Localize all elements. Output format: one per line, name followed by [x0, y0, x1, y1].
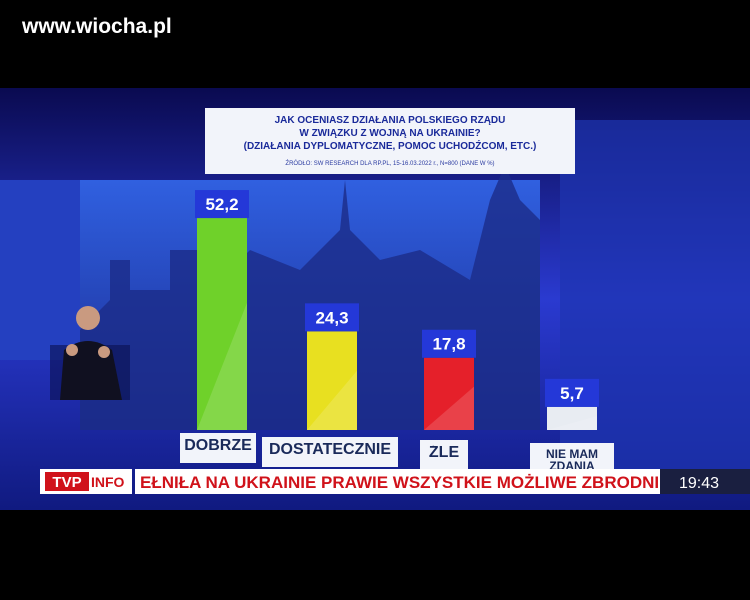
logo-info: INFO: [91, 474, 125, 490]
bar: [547, 406, 597, 430]
category-label: NIE MAM ZDANIA: [546, 448, 598, 473]
title-box: [205, 108, 575, 174]
value-box: [195, 190, 249, 219]
bar-sheen: [424, 386, 474, 430]
side-panel: [0, 180, 80, 360]
category-box: [420, 440, 468, 470]
clock: 19:43: [679, 475, 719, 492]
logo-tvp: TVP: [52, 474, 81, 491]
ticker-clip: EŁNIŁA NA UKRAINIE PRAWIE WSZYSTKIE MOŻL…: [140, 473, 692, 492]
value-label: 52,2: [205, 195, 238, 214]
interpreter: [50, 306, 130, 400]
ticker-text: EŁNIŁA NA UKRAINIE PRAWIE WSZYSTKIE MOŻL…: [140, 473, 692, 492]
bar-sheen: [307, 370, 357, 430]
chart-title: (DZIAŁANIA DYPLOMATYCZNE, POMOC UCHODŹCO…: [244, 139, 537, 152]
category-box: [262, 437, 398, 467]
ticker-band: [135, 469, 660, 494]
bar-sheen: [547, 416, 597, 430]
category-label: DOBRZE: [184, 438, 252, 454]
value-label: 17,8: [432, 335, 465, 354]
value-box: [305, 303, 359, 332]
bar: [197, 218, 247, 430]
category-wrap: DOSTATECZNIE: [268, 442, 392, 458]
chart-title: JAK OCENIASZ DZIAŁANIA POLSKIEGO RZĄDU: [275, 115, 506, 126]
category-wrap: ŹLE: [428, 445, 460, 461]
value-box: [545, 378, 599, 407]
bar: [424, 357, 474, 430]
chart-source: ŹRÓDŁO: SW RESEARCH DLA RP.PL, 15-16.03.…: [285, 160, 494, 167]
bar: [307, 331, 357, 430]
chart-title: W ZWIĄZKU Z WOJNĄ NA UKRAINIE?: [299, 128, 480, 139]
value-box: [422, 329, 476, 358]
value-label: 24,3: [315, 308, 348, 327]
category-label: DOSTATECZNIE: [268, 442, 392, 458]
watermark: www.wiocha.pl: [21, 15, 172, 38]
category-wrap: DOBRZE: [184, 438, 252, 454]
logo-tvp-bg: [45, 472, 89, 491]
category-label: ŹLE: [428, 445, 460, 461]
bar-sheen: [197, 302, 247, 430]
value-label: 5,7: [560, 384, 584, 403]
category-box: [180, 433, 256, 463]
clock-box: [660, 469, 750, 494]
